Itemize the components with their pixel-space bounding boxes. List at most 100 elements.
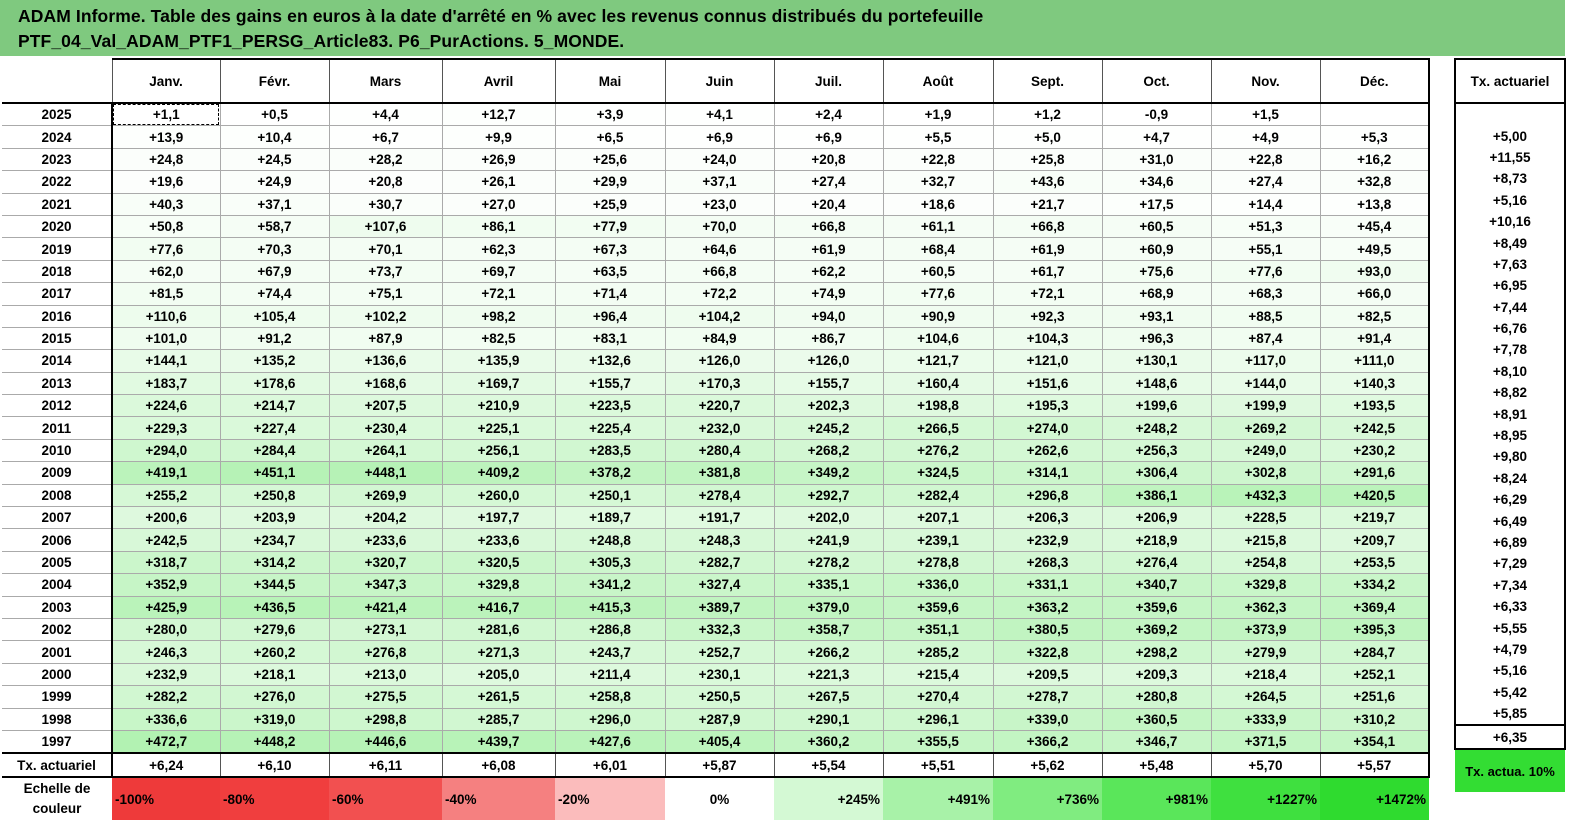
year-label: 2014: [2, 349, 112, 373]
gain-cell: +90,9: [882, 305, 993, 328]
gain-cell: +16,2: [1319, 148, 1430, 172]
gain-cell: +92,3: [992, 305, 1102, 328]
gain-cell: +144,1: [111, 349, 220, 373]
year-label: 2012: [2, 394, 112, 418]
gain-cell: +228,5: [1210, 506, 1320, 530]
gain-cell: +69,7: [441, 260, 555, 284]
gain-cell: +2,4: [773, 103, 883, 127]
gain-cell: +121,0: [992, 349, 1102, 373]
actuariel-value: +5,87: [664, 752, 774, 779]
gain-cell: +202,3: [773, 394, 883, 418]
table-row: 1997 +472,7 +448,2 +446,6 +439,7 +427,6 +405,4…: [2, 730, 1430, 754]
year-label: 2005: [2, 551, 112, 575]
year-label: 2013: [2, 372, 112, 396]
gain-cell: +331,1: [992, 573, 1102, 597]
gain-cell: +191,7: [664, 506, 774, 530]
color-scale-swatch: -40%: [442, 777, 555, 820]
year-label: 2020: [2, 215, 112, 239]
gain-cell: +266,5: [882, 416, 993, 440]
gain-cell: +37,1: [219, 193, 329, 216]
table-row: 2019 +77,6 +70,3 +70,1 +62,3 +67,3 +64,6 +61,9 +…: [2, 237, 1430, 261]
table-row: 2002 +280,0 +279,6 +273,1 +281,6 +286,8 +332,3…: [2, 618, 1430, 642]
gain-cell: +264,5: [1210, 685, 1320, 709]
gain-cell: +436,5: [219, 596, 329, 619]
gain-cell: +67,3: [554, 237, 665, 261]
gain-cell: +280,8: [1101, 685, 1211, 709]
gain-cell: +61,1: [882, 215, 993, 239]
table-row: 1999 +282,2 +276,0 +275,5 +261,5 +258,8 +250,5…: [2, 685, 1430, 709]
gain-cell: +243,7: [554, 640, 665, 664]
color-scale-swatch: +1472%: [1320, 777, 1429, 820]
gain-cell: +93,1: [1101, 305, 1211, 328]
gain-cell: +84,9: [664, 327, 774, 351]
gain-cell: +258,8: [554, 685, 665, 709]
gain-cell: +13,8: [1319, 193, 1430, 216]
actuariel-cell: +11,55: [1454, 146, 1566, 169]
gain-cell: +12,7: [441, 103, 555, 127]
gain-cell: +1,9: [882, 103, 993, 127]
year-label: 2007: [2, 506, 112, 530]
gain-cell: +24,0: [664, 148, 774, 172]
gain-cell: +269,9: [328, 484, 442, 508]
gain-cell: +324,5: [882, 461, 993, 485]
gain-cell: +160,4: [882, 372, 993, 396]
gain-cell: +193,5: [1319, 394, 1430, 418]
actuariel-value: +6,24: [111, 752, 220, 779]
gain-cell: +68,3: [1210, 282, 1320, 306]
gain-cell: +96,4: [554, 305, 665, 328]
actuariel-cell: +8,49: [1454, 232, 1566, 254]
gain-cell: +294,0: [111, 439, 220, 463]
gain-cell: +126,0: [664, 349, 774, 373]
gain-cell: +4,7: [1101, 125, 1211, 149]
gain-cell: +218,4: [1210, 663, 1320, 687]
gain-cell: +233,6: [441, 528, 555, 552]
gain-cell: +58,7: [219, 215, 329, 239]
gain-cell: +24,9: [219, 170, 329, 194]
gain-cell: +102,2: [328, 305, 442, 328]
gain-cell: +210,9: [441, 394, 555, 418]
gain-cell: +200,6: [111, 506, 220, 530]
actuariel-column: Tx. actuariel +5,00 +11,55 +8,73 +5,16 +10,1…: [1454, 58, 1566, 793]
year-label: 2021: [2, 193, 112, 216]
gain-cell: +252,1: [1319, 663, 1430, 687]
gain-cell: +285,7: [441, 708, 555, 731]
gain-cell: +225,1: [441, 416, 555, 440]
gain-cell: +111,0: [1319, 349, 1430, 373]
gain-cell: +86,7: [773, 327, 883, 351]
gain-cell: +248,8: [554, 528, 665, 552]
gain-cell: +219,7: [1319, 506, 1430, 530]
gain-cell: +218,1: [219, 663, 329, 687]
table-row: 2022 +19,6 +24,9 +20,8 +26,1 +29,9 +37,1 +27,4 +…: [2, 170, 1430, 194]
actuariel-cell: +6,49: [1454, 510, 1566, 532]
gain-cell: +264,1: [328, 439, 442, 463]
gain-cell: +276,8: [328, 640, 442, 664]
gain-cell: +27,4: [773, 170, 883, 194]
gain-cell: +26,1: [441, 170, 555, 194]
gain-cell: +335,1: [773, 573, 883, 597]
gain-cell: +1,5: [1210, 103, 1320, 127]
month-header: Févr.: [219, 58, 329, 104]
gain-cell: +50,8: [111, 215, 220, 239]
gain-cell: +280,4: [664, 439, 774, 463]
gain-cell: +104,2: [664, 305, 774, 328]
gain-cell: +416,7: [441, 596, 555, 619]
gain-cell: +218,9: [1101, 528, 1211, 552]
gain-cell: +135,9: [441, 349, 555, 373]
gain-cell: +6,9: [773, 125, 883, 149]
gain-cell: +266,2: [773, 640, 883, 664]
gain-cell: +220,7: [664, 394, 774, 418]
gain-cell: +189,7: [554, 506, 665, 530]
gain-cell: [1319, 103, 1430, 127]
gain-cell: +369,2: [1101, 618, 1211, 642]
gain-cell: +104,3: [992, 327, 1102, 351]
gain-cell: +270,4: [882, 685, 993, 709]
gain-cell: +232,9: [111, 663, 220, 687]
gain-cell: +250,8: [219, 484, 329, 508]
table-row: 2001 +246,3 +260,2 +276,8 +271,3 +243,7 +252,7…: [2, 640, 1430, 664]
gain-cell: +215,8: [1210, 528, 1320, 552]
table-row: 2020 +50,8 +58,7 +107,6 +86,1 +77,9 +70,0 +66,8…: [2, 215, 1430, 239]
gain-cell: +221,3: [773, 663, 883, 687]
actuariel-cell: +6,29: [1454, 489, 1566, 511]
month-header: Mai: [554, 58, 665, 104]
gain-cell: +86,1: [441, 215, 555, 239]
